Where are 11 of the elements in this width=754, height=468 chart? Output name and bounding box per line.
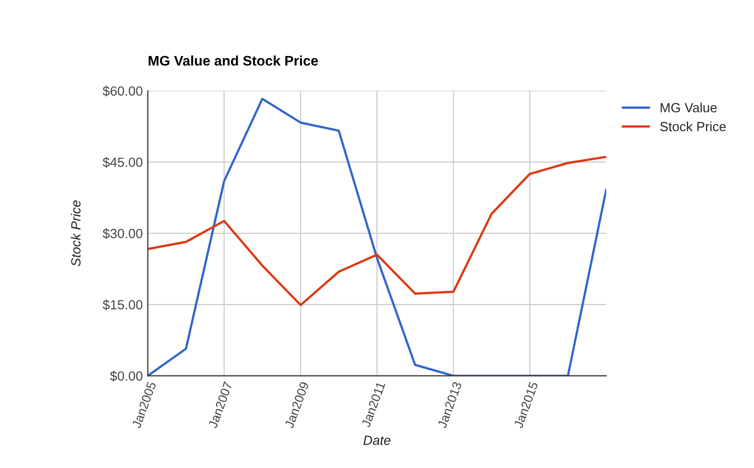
y-tick-label: $0.00 (110, 370, 142, 382)
y-tick-label: $60.00 (102, 86, 142, 96)
y-axis-title: Stock Price (70, 200, 81, 266)
chart-title: MG Value and Stock Price (148, 55, 318, 66)
y-tick-label: $45.00 (102, 157, 142, 168)
y-tick-label: $15.00 (102, 300, 142, 310)
legend-label: MG Value (660, 102, 717, 112)
line-series (148, 156, 606, 306)
x-axis-title: Date (363, 436, 390, 445)
legend-label: Stock Price (660, 122, 726, 132)
y-tick-label: $30.00 (102, 228, 142, 239)
